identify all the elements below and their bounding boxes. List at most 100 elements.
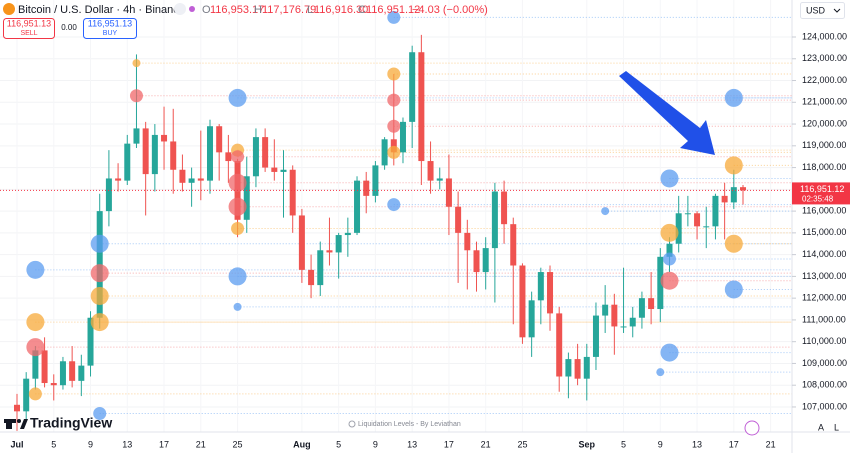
- candle-body: [262, 137, 269, 168]
- liquidation-bubble: [387, 67, 401, 81]
- symbol-icon: [3, 3, 15, 15]
- y-tick-label: 121,000.00: [802, 97, 847, 107]
- candle-body: [399, 121, 406, 153]
- liquidation-bubble: [233, 302, 242, 311]
- candle-body: [390, 139, 397, 153]
- overlay-icon: [348, 420, 356, 428]
- y-tick-label: 120,000.00: [802, 118, 847, 128]
- y-tick-label: 115,000.00: [802, 227, 846, 237]
- candle-body: [556, 313, 563, 377]
- x-tick-label: 13: [122, 439, 132, 449]
- candle-body: [179, 169, 186, 183]
- liquidation-bubble: [228, 197, 247, 216]
- candle-body: [464, 232, 471, 251]
- candle-body: [445, 178, 452, 207]
- candle-body: [409, 52, 416, 122]
- x-tick-label: Jul: [10, 439, 23, 449]
- logo-text: TradingView: [30, 415, 112, 431]
- candle-body: [721, 195, 728, 203]
- x-tick-label: 21: [196, 439, 206, 449]
- candle-body: [657, 256, 664, 310]
- liquidation-bubble: [228, 88, 247, 107]
- scale-button[interactable]: L: [834, 422, 839, 432]
- liquidation-bubble: [90, 286, 109, 305]
- candle-body: [684, 213, 691, 215]
- liquidation-bubble: [387, 198, 401, 212]
- candle-body: [592, 315, 599, 357]
- candle-body: [87, 317, 94, 366]
- liquidation-bubble: [662, 252, 676, 266]
- candle-body: [289, 169, 296, 216]
- x-tick-label: 21: [481, 439, 491, 449]
- candle-body: [105, 178, 112, 212]
- y-tick-label: 112,000.00: [802, 293, 846, 303]
- ohlc-value: 117,176.79: [262, 4, 316, 16]
- y-tick-label: 114,000.00: [802, 249, 846, 259]
- scale-button[interactable]: A: [818, 422, 824, 432]
- candle-body: [188, 178, 195, 183]
- sell-button[interactable]: [3, 18, 55, 39]
- candle-body: [427, 161, 434, 181]
- candle-body: [363, 180, 370, 196]
- x-tick-label: 21: [766, 439, 776, 449]
- status-dot: [189, 6, 195, 12]
- liquidation-bubble: [387, 145, 401, 159]
- liquidation-bubble: [724, 234, 743, 253]
- candle-body: [501, 191, 508, 225]
- x-tick-label: 13: [407, 439, 417, 449]
- symbol-title[interactable]: Bitcoin / U.S. Dollar · 4h · Binance: [18, 4, 185, 16]
- candle-body: [317, 250, 324, 286]
- x-tick-label: 9: [88, 439, 93, 449]
- candle-body: [583, 356, 590, 379]
- candle-body: [271, 167, 278, 172]
- candle-body: [418, 52, 425, 162]
- candle-body: [335, 235, 342, 253]
- candle-body: [252, 137, 259, 177]
- liquidation-bubble: [26, 338, 45, 357]
- liquidation-bubble: [724, 280, 743, 299]
- logo: TradingView: [4, 415, 112, 431]
- y-tick-label: 110,000.00: [802, 336, 846, 346]
- candle-body: [206, 126, 213, 181]
- x-tick-label: 9: [373, 439, 378, 449]
- ohlc-value: 116,953.17: [210, 4, 264, 16]
- x-tick-label: 5: [336, 439, 341, 449]
- candle-body: [225, 152, 232, 162]
- candle-body: [326, 250, 333, 253]
- candle-body: [537, 272, 544, 301]
- liquidation-bubble: [228, 267, 247, 286]
- replay-icon[interactable]: [744, 420, 760, 436]
- candle-body: [243, 176, 250, 220]
- candle-body: [161, 134, 168, 142]
- ohlc-label: H: [254, 4, 262, 16]
- x-tick-label: 5: [51, 439, 56, 449]
- liquidation-bubble: [387, 10, 401, 24]
- x-tick-label: Sep: [579, 439, 596, 449]
- y-tick-label: 119,000.00: [802, 140, 846, 150]
- x-tick-label: 17: [159, 439, 169, 449]
- logo-mark: [6, 419, 12, 429]
- indicator-icon[interactable]: [174, 3, 186, 15]
- candle-body: [436, 178, 443, 181]
- y-tick-label: 122,000.00: [802, 75, 847, 85]
- ohlc-label: O: [202, 4, 211, 16]
- liquidation-bubble: [656, 368, 665, 377]
- liquidation-bubble: [387, 119, 401, 133]
- candle-body: [712, 195, 719, 227]
- y-tick-label: 113,000.00: [802, 271, 846, 281]
- candle-body: [510, 224, 517, 266]
- sell-label: SELL: [20, 30, 37, 37]
- buy-button[interactable]: [83, 18, 137, 39]
- candle-body: [694, 213, 701, 227]
- candle-body: [648, 298, 655, 310]
- candle-body: [574, 359, 581, 379]
- candle-body: [473, 250, 480, 273]
- candle-body: [703, 226, 710, 228]
- x-tick-label: Aug: [293, 439, 311, 449]
- ohlc-label: C: [358, 4, 366, 16]
- ohlc-change: −4.03 (−0.00%): [412, 4, 488, 16]
- candle-body: [41, 350, 48, 384]
- currency-button[interactable]: [800, 2, 845, 19]
- overlay-watermark: Liquidation Levels - By Leviathan: [358, 421, 461, 428]
- candle-body: [216, 126, 223, 153]
